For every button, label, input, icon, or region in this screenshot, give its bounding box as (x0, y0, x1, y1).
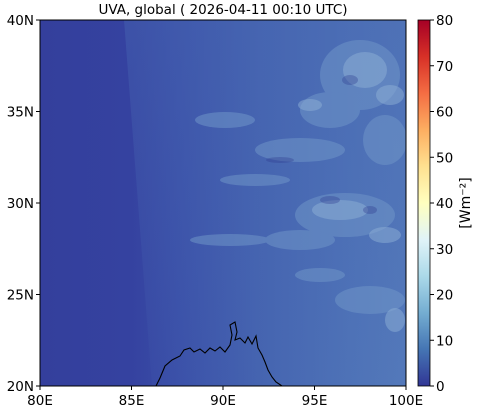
y-tick-label: 40N (7, 13, 34, 29)
map-title: UVA, global ( 2026-04-11 00:10 UTC) (98, 2, 347, 18)
colorbar-tick-label: 70 (436, 59, 453, 75)
coastline (155, 321, 283, 386)
colorbar-tick-label: 60 (436, 105, 453, 121)
colorbar-tick-label: 50 (436, 150, 453, 166)
x-tick-label: 80E (27, 393, 53, 409)
y-axis: 40N 35N 30N 25N 20N (7, 13, 40, 395)
colorbar (417, 19, 431, 387)
colorbar-label: [Wm⁻²] (458, 177, 474, 228)
colorbar-tick-label: 40 (436, 196, 453, 212)
y-tick-label: 35N (7, 105, 34, 121)
colorbar-tick-label: 80 (436, 13, 453, 29)
colorbar-tick-label: 0 (436, 379, 445, 395)
y-tick-label: 20N (7, 379, 34, 395)
colorbar-axis: 80 70 60 50 40 30 20 10 0 (430, 13, 453, 395)
colorbar-tick-label: 10 (436, 333, 453, 349)
uva-field (40, 20, 406, 386)
x-tick-label: 100E (389, 393, 423, 409)
x-tick-label: 85E (119, 393, 145, 409)
y-tick-label: 30N (7, 196, 34, 212)
colorbar-tick-label: 30 (436, 242, 453, 258)
x-tick-label: 90E (210, 393, 236, 409)
x-tick-label: 95E (302, 393, 328, 409)
y-tick-label: 25N (7, 288, 34, 304)
colorbar-tick-label: 20 (436, 288, 453, 304)
x-axis: 80E 85E 90E 95E 100E (27, 386, 423, 409)
